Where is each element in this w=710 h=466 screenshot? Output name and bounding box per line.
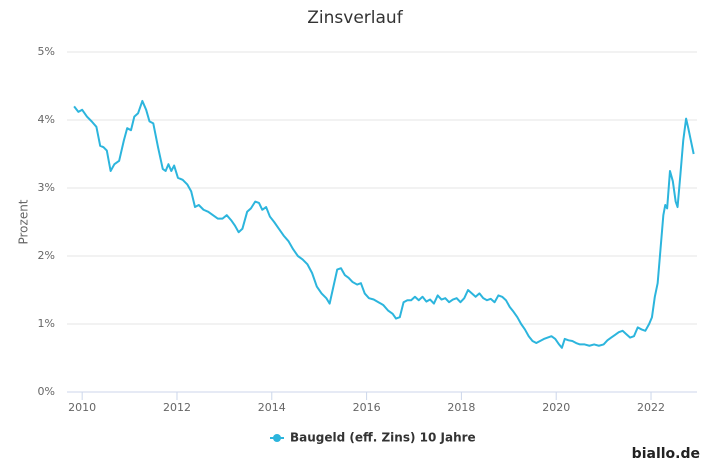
x-tick-label: 2020 (542, 401, 570, 414)
x-tick-label: 2014 (258, 401, 286, 414)
y-tick-label: 2% (38, 249, 55, 262)
x-tick-label: 2010 (68, 401, 96, 414)
y-tick-label: 1% (38, 317, 55, 330)
y-axis-label: Prozent (17, 199, 31, 244)
legend-marker (273, 434, 281, 442)
y-tick-label: 5% (38, 45, 55, 58)
x-tick-label: 2018 (447, 401, 475, 414)
y-tick-label: 4% (38, 113, 55, 126)
y-tick-label: 0% (38, 385, 55, 398)
x-tick-label: 2012 (163, 401, 191, 414)
y-tick-label: 3% (38, 181, 55, 194)
line (73, 99, 695, 349)
legend-label: Baugeld (eff. Zins) 10 Jahre (290, 431, 476, 445)
watermark: biallo.de (632, 446, 700, 462)
x-tick-label: 2022 (637, 401, 665, 414)
chart-title: Zinsverlauf (307, 8, 403, 28)
x-tick-label: 2016 (353, 401, 381, 414)
